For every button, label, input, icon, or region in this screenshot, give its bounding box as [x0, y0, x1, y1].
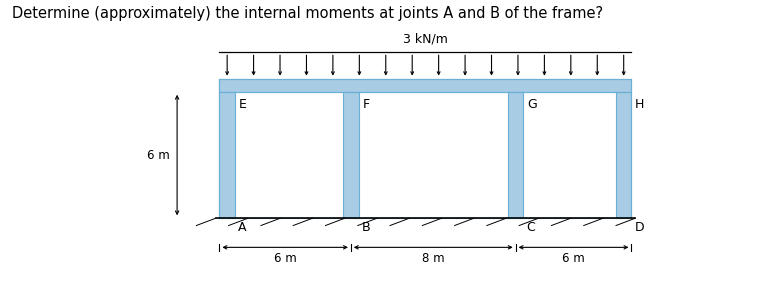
Text: C: C [527, 221, 535, 234]
Text: A: A [238, 221, 246, 234]
Bar [524, 92, 616, 218]
Bar [508, 92, 524, 218]
Bar [343, 92, 359, 218]
Text: 3 kN/m: 3 kN/m [403, 32, 448, 45]
Bar [219, 92, 235, 218]
Text: H: H [635, 98, 644, 111]
Text: 6 m: 6 m [146, 148, 169, 162]
Bar [616, 92, 631, 218]
Bar [359, 92, 508, 218]
Bar [235, 92, 343, 218]
Text: G: G [527, 98, 537, 111]
Bar [219, 79, 631, 92]
Text: 6 m: 6 m [274, 252, 296, 265]
Text: B: B [362, 221, 370, 234]
Text: Determine (approximately) the internal moments at joints A and B of the frame?: Determine (approximately) the internal m… [12, 6, 603, 21]
Text: E: E [239, 98, 247, 111]
Text: D: D [634, 221, 644, 234]
Text: 6 m: 6 m [562, 252, 585, 265]
Text: 8 m: 8 m [422, 252, 444, 265]
Text: F: F [363, 98, 370, 111]
